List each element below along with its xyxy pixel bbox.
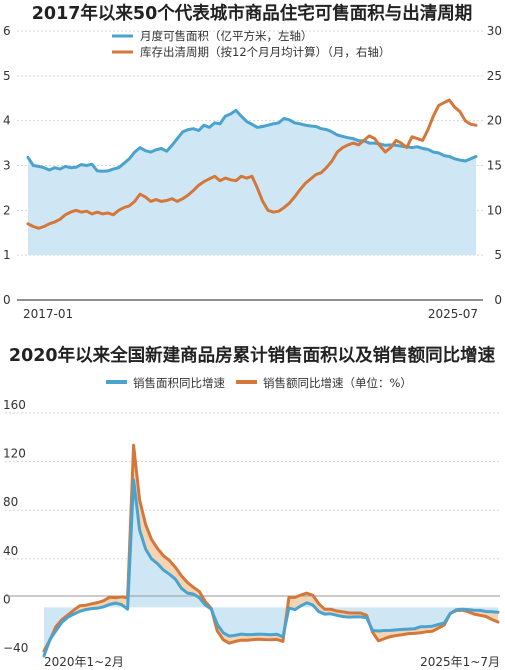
chart1-right-tick: 30 [487, 24, 502, 38]
chart1-right-tick: 5 [494, 248, 502, 262]
chart1-legend-area: 月度可售面积（亿平方米，左轴） [140, 29, 313, 43]
chart2-y-tick: 40 [3, 544, 18, 558]
chart1-series-available-area [26, 108, 478, 173]
chart1-left-tick: 6 [3, 24, 11, 38]
sales-growth-chart: 2020年以来全国新建商品房累计销售面积以及销售额同比增速 160 120 80 40… [3, 345, 500, 669]
chart1-area-fill [28, 110, 476, 256]
chart1-left-tick: 3 [3, 159, 11, 173]
chart1-left-tick: 5 [3, 69, 11, 83]
chart2-legend-sales: 销售额同比增速（单位：%） [263, 376, 412, 390]
chart2-y-axis: 160 120 80 40 0 −40 [3, 398, 28, 655]
chart2-y-tick: 0 [3, 592, 11, 606]
chart1-right-tick: 20 [487, 114, 502, 128]
chart2-legend-area: 销售面积同比增速 [133, 376, 225, 390]
chart1-left-tick: 2 [3, 203, 11, 217]
chart2-legend: 销售面积同比增速 销售额同比增速（单位：%） [106, 376, 412, 390]
chart2-series-sales-area [42, 478, 500, 658]
chart2-title: 2020年以来全国新建商品房累计销售面积以及销售额同比增速 [9, 345, 496, 366]
chart2-area-fill [44, 479, 498, 656]
chart2-y-tick: −40 [3, 641, 28, 655]
chart1-series-clearance-cycle [26, 98, 478, 230]
chart1-left-tick: 0 [3, 293, 11, 307]
chart1-left-tick: 1 [3, 248, 11, 262]
chart2-gridlines [5, 412, 500, 560]
chart1-left-axis: 6 5 4 3 2 1 0 [3, 24, 11, 307]
chart2-x-end-label: 2025年1~7月 [420, 655, 500, 669]
chart1-right-axis: 30 25 20 15 10 5 0 [487, 24, 502, 307]
chart2-series-sales-amount [42, 443, 500, 653]
chart1-x-end-label: 2025-07 [428, 307, 478, 321]
chart2-y-tick: 120 [3, 447, 26, 461]
chart2-x-start-label: 2020年1~2月 [44, 655, 124, 669]
chart1-legend: 月度可售面积（亿平方米，左轴） 库存出清周期（按12个月月均计算）（月，右轴） [112, 29, 390, 59]
chart1-right-tick: 25 [487, 69, 502, 83]
chart2-y-tick: 80 [3, 495, 18, 509]
chart1-x-start-label: 2017-01 [23, 307, 73, 321]
chart1-right-tick: 15 [487, 159, 502, 173]
chart1-title: 2017年以来50个代表城市商品住宅可售面积与出清周期 [32, 3, 473, 24]
chart1-left-tick: 4 [3, 114, 11, 128]
chart2-y-tick: 160 [3, 398, 26, 412]
chart1-right-tick: 0 [494, 293, 502, 307]
chart1-right-tick: 10 [487, 203, 502, 217]
chart1-legend-inventory: 库存出清周期（按12个月月均计算）（月，右轴） [140, 45, 390, 59]
